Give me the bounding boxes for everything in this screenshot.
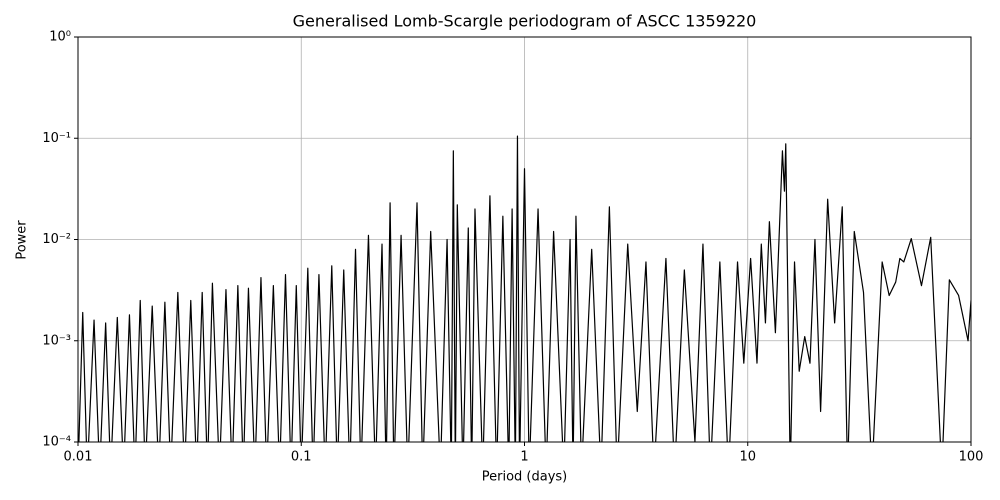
y-axis-label: Power <box>15 220 30 260</box>
chart-title: Generalised Lomb-Scargle periodogram of … <box>293 12 757 31</box>
x-tick-label: 0.1 <box>291 450 312 465</box>
y-tick-label: 10⁰ <box>49 30 71 45</box>
ticks: 0.01 0.1 1 10 100 10⁻⁴ 10⁻³ 10⁻² 10⁻¹ 10⁰ <box>42 30 983 465</box>
x-tick-label: 10 <box>739 450 756 465</box>
y-tick-label: 10⁻² <box>42 232 71 247</box>
plot-area <box>78 135 971 442</box>
x-tick-label: 1 <box>520 450 528 465</box>
y-tick-label: 10⁻¹ <box>42 131 71 146</box>
y-tick-label: 10⁻⁴ <box>42 435 71 450</box>
x-tick-label: 100 <box>959 450 984 465</box>
x-axis-label: Period (days) <box>482 470 568 485</box>
x-tick-label: 0.01 <box>64 450 93 465</box>
y-tick-label: 10⁻³ <box>42 333 71 348</box>
series-line <box>78 135 971 442</box>
